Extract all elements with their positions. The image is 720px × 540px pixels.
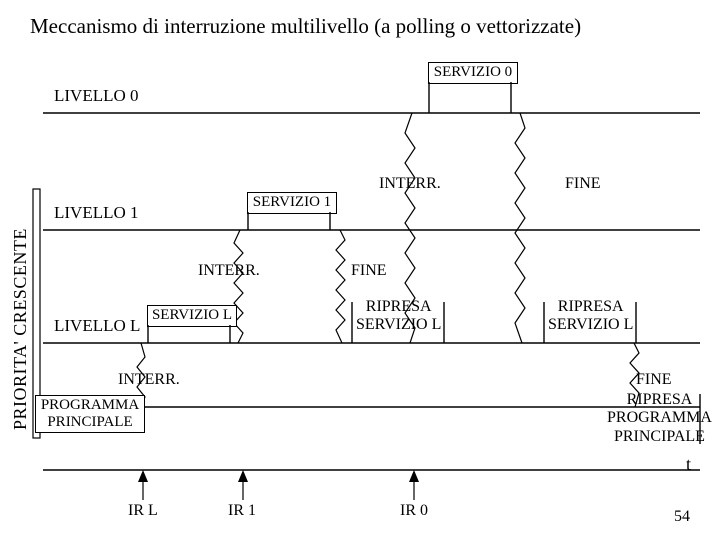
irL-label: IR L (128, 502, 158, 520)
slide-number: 54 (674, 508, 690, 526)
ripresa-prog-frame (0, 0, 720, 540)
ir1-label: IR 1 (228, 502, 256, 520)
time-axis-label: t (686, 454, 691, 475)
ir0-label: IR 0 (400, 502, 428, 520)
